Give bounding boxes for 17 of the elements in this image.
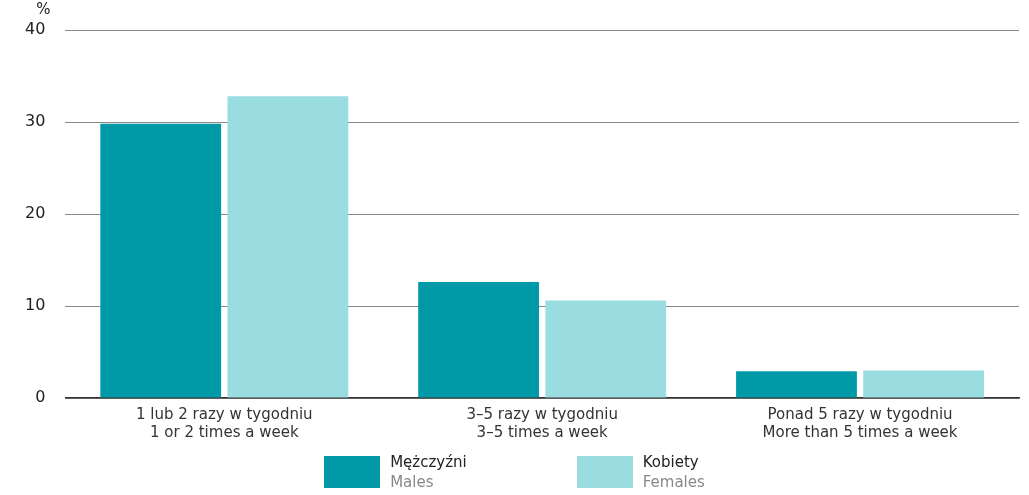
bar (863, 370, 985, 398)
bar (418, 282, 539, 398)
y-tick-label: 20 (25, 203, 46, 223)
bar (227, 96, 349, 398)
y-tick-label: 0 (35, 387, 46, 407)
y-axis-title: % (36, 0, 51, 19)
bar (736, 371, 857, 398)
y-tick-label: 10 (25, 295, 46, 315)
bar (100, 123, 222, 398)
x-tick-label: 3–5 razy w tygodniu 3–5 times a week (466, 404, 618, 441)
x-tick-label: Ponad 5 razy w tygodniu More than 5 times a week (762, 404, 958, 441)
x-tick-label: 1 lub 2 razy w tygodniu 1 or 2 times a week (135, 404, 313, 441)
y-tick-label: 30 (25, 111, 46, 131)
y-tick-label: 40 (25, 19, 46, 39)
bar (545, 300, 667, 398)
legend-label: Mężczyźni Males (390, 452, 467, 492)
legend-label: Kobiety Females (642, 452, 705, 492)
